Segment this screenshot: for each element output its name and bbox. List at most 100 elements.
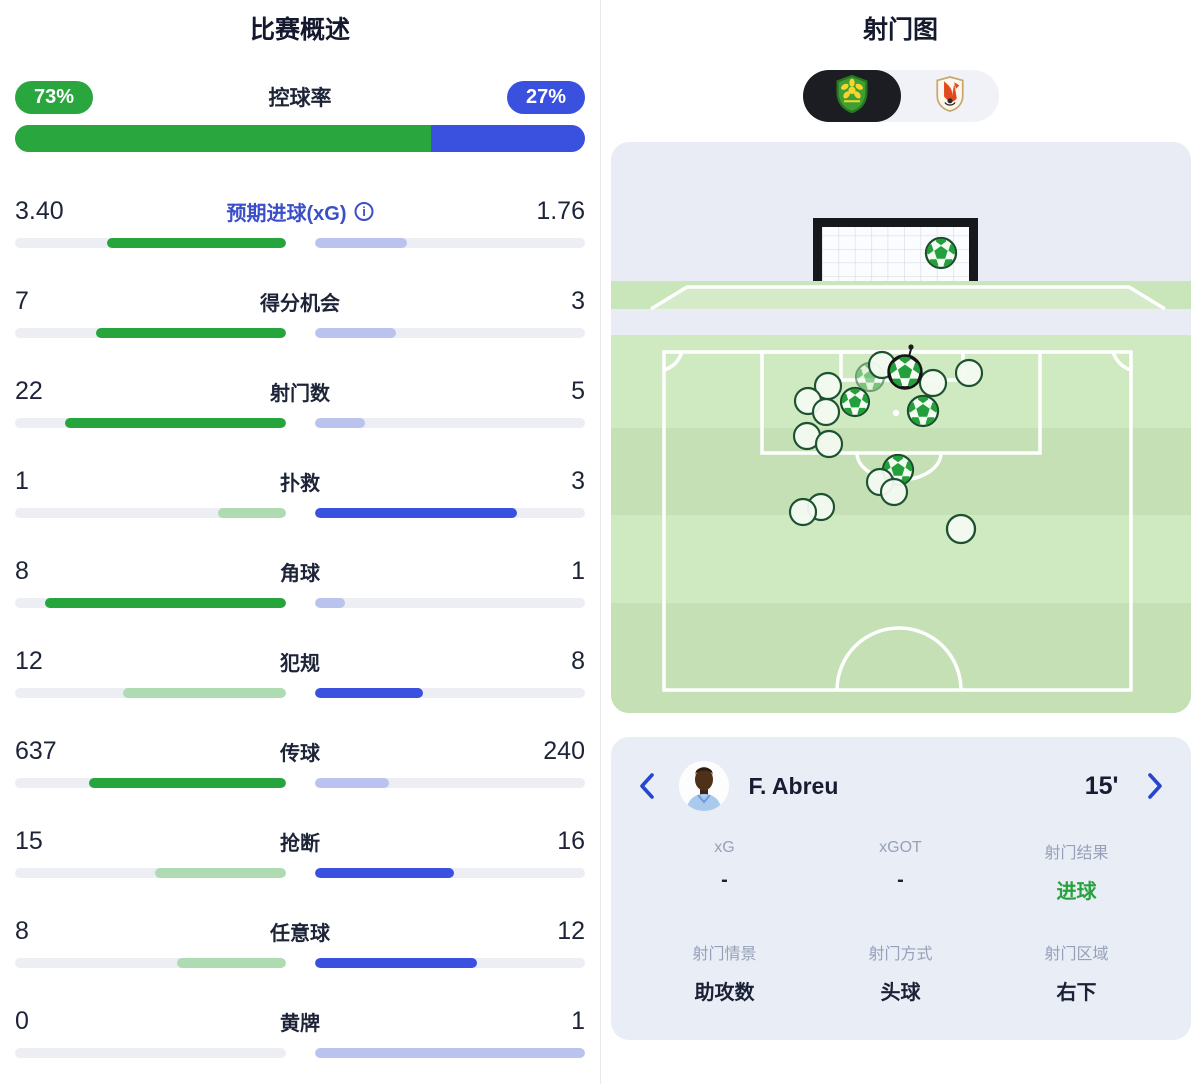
stat-row: 12 犯规 i 8 (15, 646, 585, 698)
stat-row: 3.40 预期进球(xG) i 1.76 (15, 196, 585, 248)
stat-row: 8 角球 i 1 (15, 556, 585, 608)
stat-label: 黄牌 i (280, 1012, 320, 1035)
shandong-taishan-badge-icon (933, 74, 967, 119)
home-bar (15, 778, 286, 788)
previous-shot-button[interactable] (637, 771, 657, 801)
stat-shot-situation: 射门情景 助攻数 (692, 946, 757, 1004)
shot-map-card (610, 142, 1191, 713)
overview-title: 比赛概述 (249, 16, 350, 44)
away-bar (314, 1048, 585, 1058)
home-value: 0 (15, 1006, 29, 1035)
stat-row: 7 得分机会 i 3 (15, 286, 585, 338)
possession-label: 控球率 (268, 87, 332, 110)
team-toggle-away[interactable] (901, 70, 999, 122)
stat-label: 犯规 i (280, 652, 320, 675)
stat-row: 22 射门数 i 5 (15, 376, 585, 428)
away-bar (314, 328, 585, 338)
shot-marker[interactable] (838, 386, 871, 418)
stat-label: 抢断 i (280, 832, 320, 855)
home-bar (15, 868, 286, 878)
team-toggle-home[interactable] (802, 70, 901, 122)
shot-marker[interactable] (905, 393, 941, 428)
stat-xg: xG - (714, 839, 735, 891)
stat-row: 8 任意球 i 12 (15, 916, 585, 968)
stat-label: 预期进球(xG) i (227, 197, 374, 226)
stats-rows: 3.40 预期进球(xG) i 1.76 7 得分机会 (15, 196, 585, 1058)
away-possession-pill: 27% (507, 80, 585, 114)
home-bar (15, 598, 286, 608)
stat-label: 射门数 i (270, 382, 330, 405)
info-icon[interactable]: i (354, 201, 374, 221)
away-bar (314, 238, 585, 248)
shot-marker[interactable] (918, 368, 947, 398)
home-bar (15, 688, 286, 698)
shot-detail-card: F. Abreu 15' xG - xGOT - 射门结果 进球 (610, 737, 1191, 1040)
home-possession-pill: 73% (15, 80, 93, 114)
shot-marker[interactable] (811, 397, 840, 427)
away-bar (314, 778, 585, 788)
shot-map-panel: 射门图 (600, 0, 1200, 1084)
away-value: 1.76 (536, 196, 585, 225)
home-bar (15, 508, 286, 518)
shot-marker[interactable] (814, 429, 843, 459)
stat-xgot: xGOT - (879, 839, 922, 891)
away-value: 240 (543, 736, 585, 765)
stat-label: 角球 i (280, 562, 320, 585)
shot-marker[interactable] (954, 358, 983, 388)
player-avatar (678, 761, 729, 811)
home-value: 8 (15, 916, 29, 945)
away-bar (314, 688, 585, 698)
stat-shot-result: 射门结果 进球 (1044, 845, 1109, 903)
away-bar (314, 418, 585, 428)
shot-minute: 15' (1084, 771, 1119, 800)
home-value: 12 (15, 646, 43, 675)
home-value: 637 (15, 736, 57, 765)
away-value: 3 (571, 286, 585, 315)
penalty-spot (892, 409, 899, 417)
possession-bar (15, 125, 585, 152)
home-value: 1 (15, 466, 29, 495)
away-bar (314, 868, 585, 878)
shot-marker[interactable] (788, 497, 817, 527)
chevron-left-icon (639, 773, 654, 799)
away-value: 8 (571, 646, 585, 675)
shot-detail-grid: xG - xGOT - 射门结果 进球 射门情景 助攻数 射门方式 头球 (637, 839, 1165, 1005)
team-toggle (802, 70, 999, 122)
stat-label: 传球 i (280, 742, 320, 765)
stat-row: 637 传球 i 240 (15, 736, 585, 788)
away-value: 1 (571, 556, 585, 585)
shot-markers-layer (788, 235, 983, 545)
stat-row: 15 抢断 i 16 (15, 826, 585, 878)
away-value: 3 (571, 466, 585, 495)
away-bar (314, 958, 585, 968)
shot-marker[interactable] (923, 235, 959, 270)
away-bar (314, 508, 585, 518)
next-shot-button[interactable] (1145, 771, 1165, 801)
player-name: F. Abreu (748, 772, 839, 799)
stat-label: 任意球 i (270, 922, 330, 945)
stat-label: 扑救 i (280, 472, 320, 495)
shot-marker[interactable] (879, 477, 908, 507)
stat-row: 1 扑救 i 3 (15, 466, 585, 518)
away-value: 16 (557, 826, 585, 855)
possession-row: 73% 控球率 27% (15, 80, 585, 152)
away-value: 5 (571, 376, 585, 405)
possession-bar-away (431, 125, 585, 152)
home-value: 3.40 (15, 196, 64, 225)
home-bar (15, 958, 286, 968)
away-value: 12 (557, 916, 585, 945)
home-bar (15, 1048, 286, 1058)
away-bar (314, 598, 585, 608)
possession-bar-home (15, 125, 432, 152)
stat-shot-zone: 射门区域 右下 (1044, 946, 1109, 1004)
away-value: 1 (571, 1006, 585, 1035)
home-value: 22 (15, 376, 43, 405)
shot-marker[interactable] (945, 513, 976, 545)
home-value: 8 (15, 556, 29, 585)
home-bar (15, 328, 286, 338)
stat-label: 得分机会 i (260, 292, 340, 315)
chevron-right-icon (1147, 773, 1162, 799)
beijing-guoan-badge-icon (834, 74, 870, 119)
stat-shot-type: 射门方式 头球 (868, 946, 933, 1004)
